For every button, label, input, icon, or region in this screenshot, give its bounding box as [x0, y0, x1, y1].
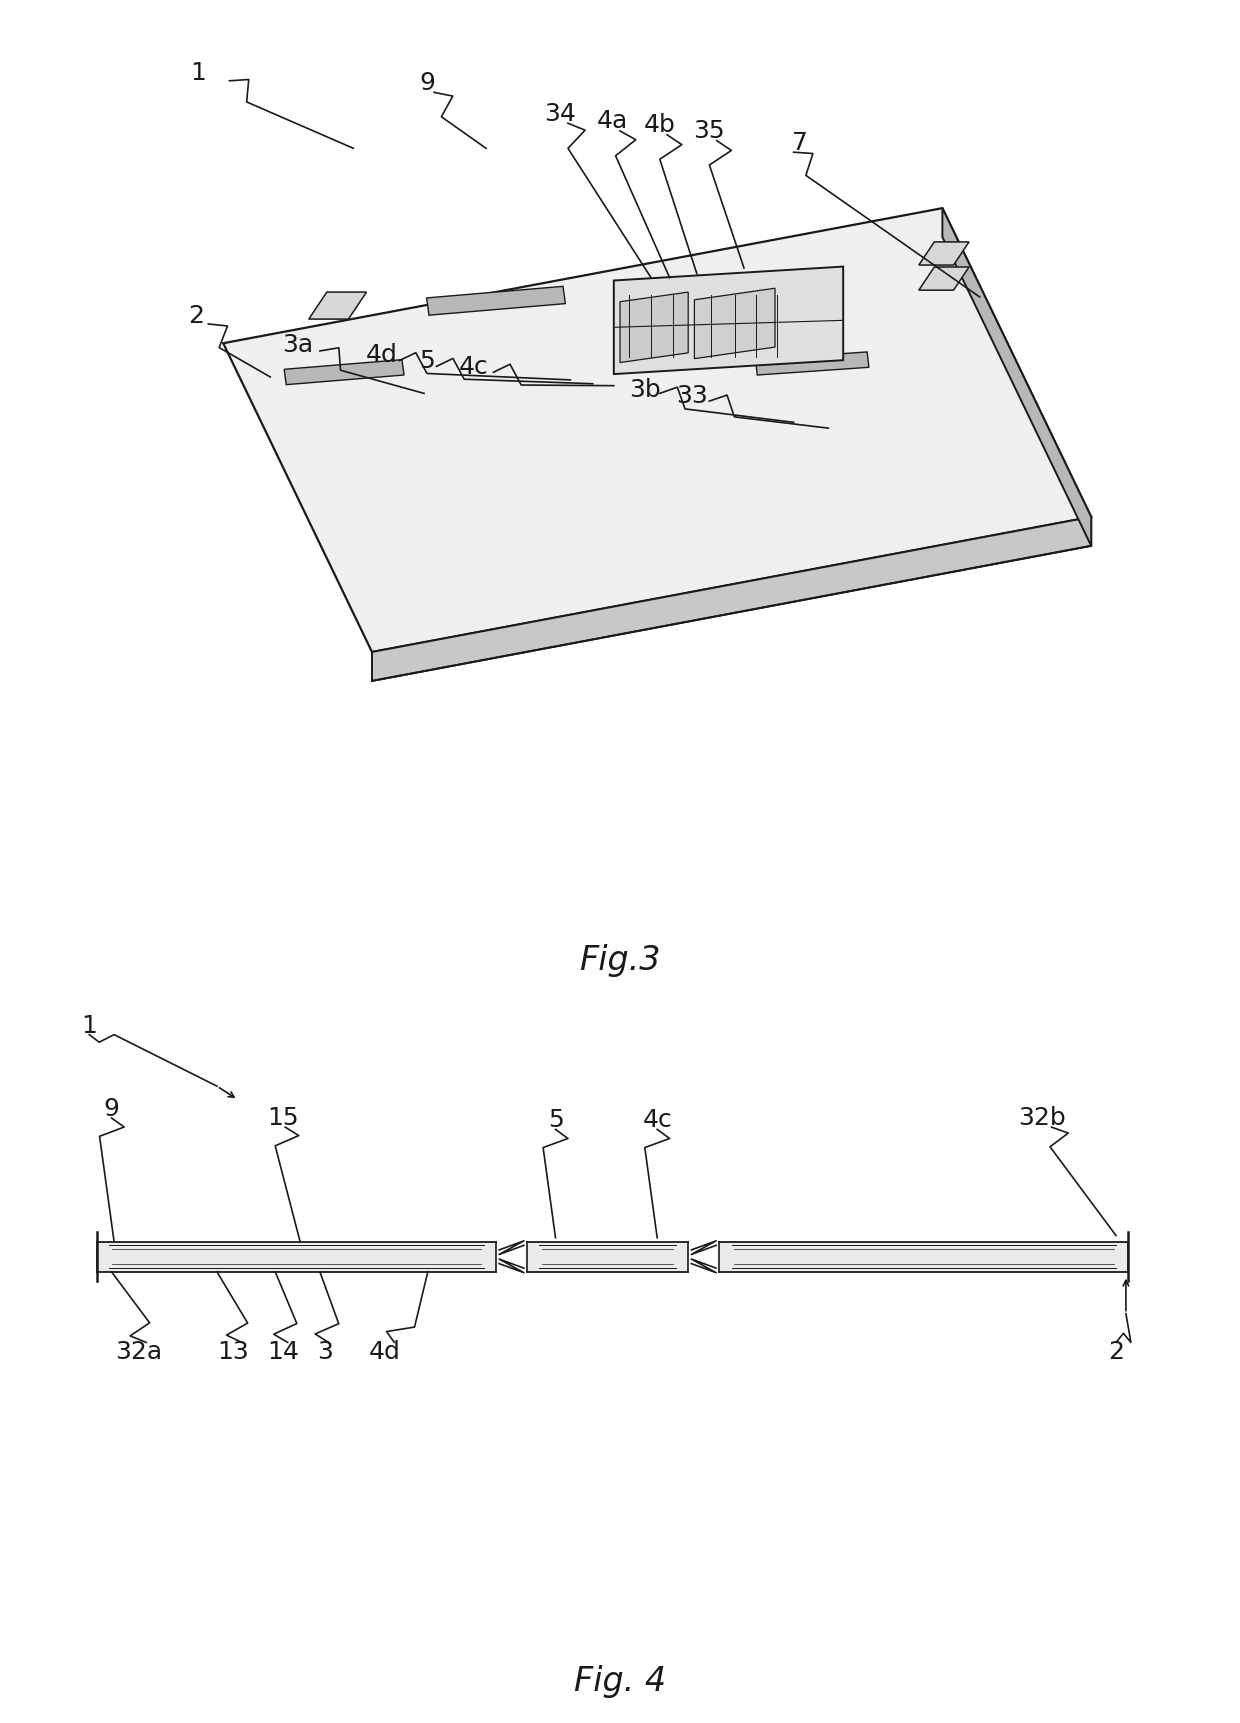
Polygon shape [942, 208, 1091, 546]
Polygon shape [284, 360, 404, 384]
Text: 4d: 4d [368, 1339, 401, 1363]
Polygon shape [694, 288, 775, 358]
Text: 4d: 4d [366, 343, 398, 367]
Text: 32a: 32a [115, 1339, 162, 1363]
Polygon shape [919, 241, 968, 265]
Text: Fig.3: Fig.3 [579, 944, 661, 977]
Polygon shape [427, 286, 565, 315]
Text: 9: 9 [104, 1098, 119, 1122]
Polygon shape [620, 293, 688, 362]
Text: 3a: 3a [281, 333, 314, 357]
Text: 35: 35 [693, 119, 725, 143]
Text: 34: 34 [544, 102, 577, 126]
Text: 2: 2 [188, 305, 203, 327]
Text: 3b: 3b [629, 377, 661, 401]
Text: Fig. 4: Fig. 4 [574, 1664, 666, 1697]
Polygon shape [309, 293, 367, 319]
Text: 3: 3 [317, 1339, 332, 1363]
Text: 4b: 4b [644, 114, 676, 138]
Text: 5: 5 [419, 348, 434, 372]
Text: 7: 7 [792, 131, 807, 155]
Text: 32b: 32b [1018, 1106, 1065, 1130]
Text: 4c: 4c [459, 355, 489, 379]
Polygon shape [372, 517, 1091, 681]
Text: 1: 1 [191, 60, 206, 84]
Text: 13: 13 [217, 1339, 249, 1363]
Polygon shape [755, 351, 869, 376]
Polygon shape [614, 267, 843, 374]
Text: 14: 14 [267, 1339, 299, 1363]
Polygon shape [919, 267, 968, 289]
Text: 2: 2 [1109, 1339, 1123, 1363]
Text: 4c: 4c [642, 1108, 672, 1132]
Text: 33: 33 [676, 384, 708, 408]
Text: 15: 15 [267, 1106, 299, 1130]
Text: 5: 5 [548, 1108, 563, 1132]
Text: 9: 9 [420, 71, 435, 95]
Polygon shape [223, 208, 1091, 651]
Text: 4a: 4a [596, 109, 629, 133]
Text: 1: 1 [82, 1013, 97, 1037]
